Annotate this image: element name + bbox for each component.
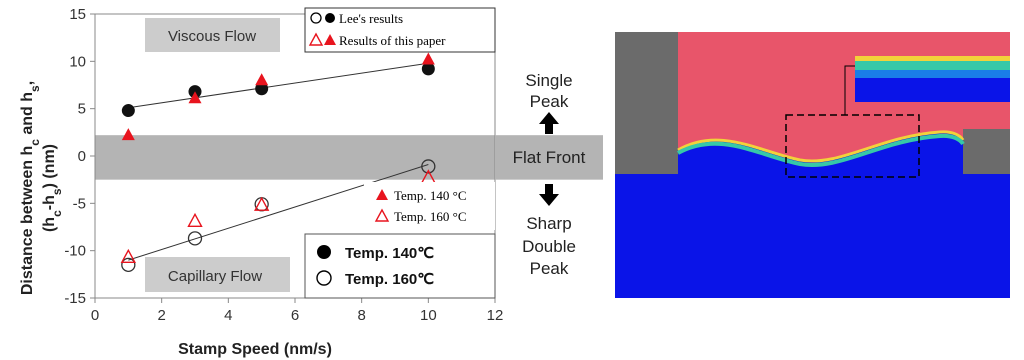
legend-filled-circle-marker [325, 13, 335, 23]
zoom-inset-front-lightblue [855, 70, 1010, 78]
zoom-inset-front-cyan [855, 61, 1010, 70]
zoom-leader-line [844, 65, 855, 115]
fit-lines [128, 62, 429, 261]
viscous-flow-label: Viscous Flow [168, 28, 256, 45]
point-open-circle [421, 159, 436, 174]
region-annotations: Single Peak Flat Front Sharp Double Peak [495, 71, 603, 278]
legend-top-box [304, 7, 496, 53]
flat-front-band [95, 135, 495, 180]
zoom-inset-front-yellow [855, 56, 1010, 61]
x-tick-label: 8 [357, 307, 365, 324]
down-arrow-icon [539, 184, 559, 206]
y-tick-label: 0 [78, 148, 86, 165]
legend-bottom-160-label: Temp. 160℃ [345, 271, 434, 288]
point-open-triangle [120, 248, 137, 263]
x-tick-label: 4 [224, 307, 232, 324]
point-open-circle [254, 197, 269, 212]
point-filled-triangle [421, 52, 435, 65]
y-tick-label: 5 [78, 101, 86, 118]
sim-front-yellow [677, 130, 965, 163]
legend-bottom-filled-circle [317, 245, 331, 259]
point-open-triangle [253, 196, 270, 211]
x-tick-label: 2 [157, 307, 165, 324]
sharp-double-peak-label-line2: Double [522, 237, 576, 256]
x-tick-label: 12 [487, 307, 504, 324]
y-tick-label: -15 [64, 290, 86, 307]
zoom-region-box [785, 114, 920, 178]
legend-mid-140-label: Temp. 140 °C [394, 188, 467, 203]
sharp-double-peak-label-line3: Peak [530, 259, 569, 278]
legend-lee-label: Lee's results [339, 11, 403, 26]
legend-mid-160-label: Temp. 160 °C [394, 209, 467, 224]
y-tick-label: 15 [69, 6, 86, 23]
point-filled-triangle [188, 91, 202, 104]
x-tick-label: 6 [291, 307, 299, 324]
point-open-triangle [187, 212, 203, 228]
legend-bottom: Temp. 140℃ Temp. 160℃ [304, 233, 496, 299]
sim-stamp-left [615, 32, 678, 174]
y-tick-label: -5 [73, 195, 86, 212]
point-filled-triangle [121, 128, 135, 141]
point-open-circle [121, 257, 136, 273]
x-tick-label: 10 [420, 307, 437, 324]
legend-mid: Temp. 140 °C Temp. 160 °C [364, 182, 495, 230]
legend-mid-open-triangle [374, 208, 390, 222]
y-tick-label: -10 [64, 243, 86, 260]
single-peak-label-line1: Single [525, 71, 572, 90]
zoom-inset-fluid [855, 32, 1010, 58]
point-filled-triangle [255, 73, 269, 86]
single-peak-label-line2: Peak [530, 92, 569, 111]
legend-top: Lee's results Results of this paper [304, 7, 496, 53]
legend-mid-filled-triangle [376, 189, 388, 200]
legend-open-triangle-marker [308, 32, 324, 46]
point-filled-circle [121, 104, 135, 118]
data-points [120, 52, 437, 273]
up-arrow-icon [539, 112, 559, 134]
legend-bottom-box [304, 233, 496, 299]
point-open-circle [187, 231, 203, 246]
x-tick-label: 0 [91, 307, 99, 324]
capillary-flow-box [145, 257, 290, 292]
axis-ticks: 0 2 4 6 8 10 12 15 10 5 0 -5 -10 -15 [64, 6, 503, 324]
y-tick-label: 10 [69, 53, 86, 70]
capillary-flow-label: Capillary Flow [168, 268, 262, 285]
viscous-flow-box [145, 18, 280, 52]
sharp-double-peak-label-line1: Sharp [526, 214, 571, 233]
legend-filled-triangle-marker [324, 34, 336, 45]
legend-bottom-open-circle [316, 270, 332, 286]
trend-line [128, 164, 429, 261]
y-axis-title: Distance between hc and hs, [19, 81, 42, 295]
flat-front-band-extension [495, 135, 603, 180]
y-axis-title-units: (hc-hs) (nm) [41, 144, 64, 232]
sim-stamp-right [963, 129, 1010, 174]
legend-mid-box [364, 182, 495, 230]
legend-paper-label: Results of this paper [339, 33, 446, 48]
simulation-image [615, 32, 1010, 298]
point-filled-circle [421, 62, 435, 76]
flat-front-label: Flat Front [513, 148, 586, 167]
point-filled-circle [255, 82, 269, 96]
x-axis-title: Stamp Speed (nm/s) [178, 341, 332, 358]
legend-bottom-140-label: Temp. 140℃ [345, 245, 434, 262]
sim-front-cyan [677, 133, 965, 167]
trend-line [128, 62, 429, 109]
legend-open-circle-marker [310, 12, 322, 24]
